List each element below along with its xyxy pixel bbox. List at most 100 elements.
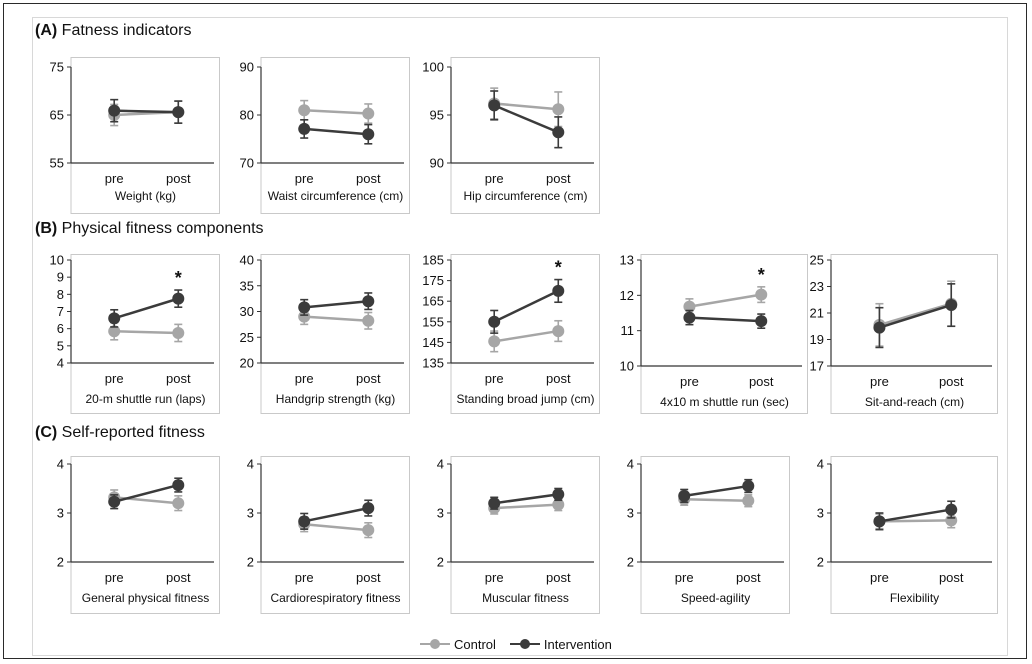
y-tick-label: 17 — [810, 359, 824, 374]
y-tick-label: 6 — [57, 321, 64, 336]
y-tick-label: 175 — [422, 273, 444, 288]
y-tick-label: 4 — [437, 457, 444, 472]
data-point-intervention — [945, 503, 958, 516]
chart-panel-11: 2 3 4 pre post Muscular fitness — [413, 456, 600, 614]
section-c-label: (C) — [35, 424, 58, 441]
x-axis-label: Waist circumference (cm) — [268, 189, 404, 203]
series-line-intervention — [879, 303, 952, 329]
series-line-intervention — [114, 109, 179, 114]
series-line-control — [689, 293, 762, 308]
series-line-intervention — [684, 484, 749, 498]
section-a-title: (A) Fatness indicators — [35, 22, 192, 40]
data-point-intervention — [362, 295, 375, 308]
x-tick-label: pre — [295, 570, 314, 585]
x-axis-label: 4x10 m shuttle run (sec) — [660, 395, 789, 409]
series-line-control — [494, 503, 559, 510]
x-tick-label: post — [356, 371, 381, 386]
y-tick-label: 55 — [50, 156, 64, 171]
chart-svg: 10 11 12 13 pre post 4x10 m shuttle run (sec) * — [620, 253, 808, 414]
x-tick-label: pre — [870, 570, 889, 585]
data-point-intervention — [172, 292, 185, 305]
x-tick-label: post — [546, 371, 571, 386]
y-tick-label: 40 — [240, 253, 254, 268]
data-point-control — [552, 498, 565, 511]
chart-panel-9: 2 3 4 pre post General physical fitness — [33, 456, 220, 614]
y-tick-label: 4 — [57, 457, 64, 472]
chart-svg: 2 3 4 pre post General physical fitness — [57, 456, 220, 614]
chart-svg: 70 80 90 pre post Waist circumference (cm) — [240, 57, 410, 214]
section-a-text: Fatness indicators — [61, 22, 192, 39]
significance-marker: * — [555, 258, 562, 278]
data-point-control — [755, 288, 768, 301]
section-b-text: Physical fitness components — [61, 220, 264, 237]
data-point-intervention — [488, 99, 501, 112]
y-tick-label: 2 — [437, 555, 444, 570]
series-line-control — [304, 108, 369, 115]
data-point-intervention — [172, 106, 185, 119]
series-line-intervention — [304, 127, 369, 136]
data-point-intervention — [552, 488, 565, 501]
series-line-intervention — [113, 297, 179, 320]
y-tick-label: 95 — [430, 108, 444, 123]
chart-panel-5: 20 25 30 35 40 pre post Handgrip strength (kg) — [223, 253, 410, 414]
legend-label-control: Control — [454, 636, 496, 652]
panel-border — [640, 456, 790, 614]
data-point-intervention — [678, 489, 691, 502]
y-tick-label: 80 — [240, 108, 254, 123]
data-point-control — [172, 497, 185, 510]
panel-border — [640, 254, 808, 414]
y-tick-label: 10 — [50, 253, 64, 268]
x-axis-label: Cardiorespiratory fitness — [270, 591, 400, 605]
y-tick-label: 20 — [240, 356, 254, 371]
data-point-intervention — [108, 104, 121, 117]
data-point-control — [298, 310, 311, 323]
data-point-intervention — [683, 311, 696, 324]
series-line-intervention — [879, 508, 952, 523]
data-point-intervention — [945, 299, 958, 312]
x-tick-label: pre — [295, 171, 314, 186]
panel-border — [260, 254, 410, 414]
legend-label-intervention: Intervention — [543, 636, 612, 652]
y-tick-label: 185 — [422, 253, 444, 268]
data-point-control — [488, 335, 501, 348]
chart-panel-10: 2 3 4 pre post Cardiorespiratory fitness — [223, 456, 410, 614]
series-line-control — [304, 315, 369, 323]
data-point-intervention — [552, 126, 565, 139]
chart-panel-7: 10 11 12 13 pre post 4x10 m shuttle run (sec) * — [603, 253, 808, 414]
panel-border — [830, 456, 998, 614]
x-tick-label: pre — [105, 570, 124, 585]
chart-svg: 90 95 100 pre post Hip circumference (cm) — [422, 57, 600, 214]
chart-svg: 55 65 75 pre post Weight (kg) — [50, 57, 220, 214]
data-point-intervention — [108, 312, 121, 325]
series-line-intervention — [494, 493, 559, 505]
y-tick-label: 75 — [50, 60, 64, 75]
chart-svg: 17 19 21 23 25 pre post Sit-and-reach (cm) — [810, 253, 998, 414]
y-tick-label: 4 — [57, 356, 64, 371]
data-point-control — [683, 300, 696, 313]
figure-inner-border — [32, 17, 1008, 656]
data-point-intervention — [552, 284, 565, 297]
data-point-intervention — [298, 301, 311, 314]
chart-panel-12: 2 3 4 pre post Speed-agility — [603, 456, 790, 614]
x-axis-label: Weight (kg) — [115, 189, 176, 203]
data-point-intervention — [298, 122, 311, 135]
data-point-control — [552, 103, 565, 116]
chart-svg: 4 5 6 7 8 9 10 pre post 20-m shuttle run (laps) * — [50, 253, 220, 414]
data-point-control — [172, 326, 185, 339]
legend-swatch-intervention — [509, 638, 540, 650]
data-point-intervention — [873, 321, 886, 334]
x-tick-label: pre — [295, 371, 314, 386]
legend: Control Intervention — [420, 634, 626, 654]
y-tick-label: 2 — [247, 555, 254, 570]
x-tick-label: post — [736, 570, 761, 585]
chart-panel-1: 55 65 75 pre post Weight (kg) — [33, 57, 220, 214]
y-tick-label: 2 — [57, 555, 64, 570]
y-tick-label: 2 — [817, 555, 824, 570]
chart-panel-13: 2 3 4 pre post Flexibility — [793, 456, 998, 614]
x-tick-label: post — [546, 570, 571, 585]
section-c-title: (C) Self-reported fitness — [35, 424, 205, 442]
section-b-title: (B) Physical fitness components — [35, 220, 264, 238]
y-tick-label: 21 — [810, 306, 824, 321]
y-tick-label: 155 — [422, 314, 444, 329]
